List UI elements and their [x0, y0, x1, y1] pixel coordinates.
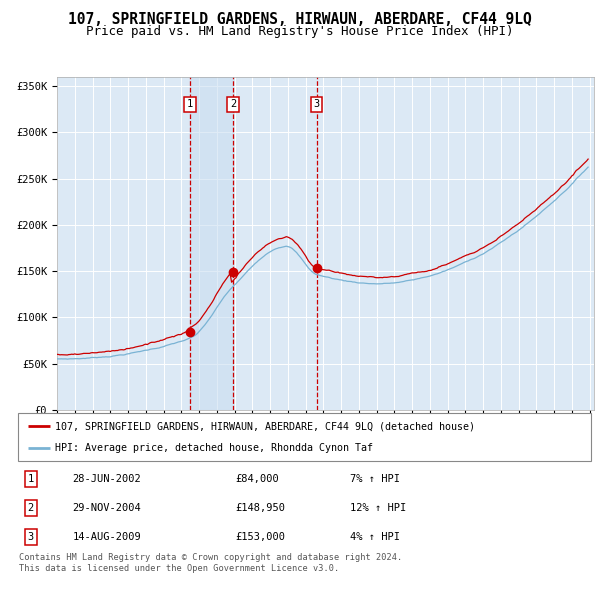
Text: Price paid vs. HM Land Registry's House Price Index (HPI): Price paid vs. HM Land Registry's House …: [86, 25, 514, 38]
Text: 14-AUG-2009: 14-AUG-2009: [73, 532, 141, 542]
Text: 28-JUN-2002: 28-JUN-2002: [73, 474, 141, 484]
Text: 2: 2: [28, 503, 34, 513]
Text: 12% ↑ HPI: 12% ↑ HPI: [350, 503, 407, 513]
Text: 3: 3: [28, 532, 34, 542]
Text: 29-NOV-2004: 29-NOV-2004: [73, 503, 141, 513]
Text: 1: 1: [187, 100, 193, 110]
Text: HPI: Average price, detached house, Rhondda Cynon Taf: HPI: Average price, detached house, Rhon…: [55, 443, 373, 453]
Text: £153,000: £153,000: [236, 532, 286, 542]
Text: 3: 3: [313, 100, 320, 110]
Text: £84,000: £84,000: [236, 474, 280, 484]
Text: Contains HM Land Registry data © Crown copyright and database right 2024.
This d: Contains HM Land Registry data © Crown c…: [19, 553, 403, 573]
Text: 2: 2: [230, 100, 236, 110]
Text: 4% ↑ HPI: 4% ↑ HPI: [350, 532, 400, 542]
Bar: [190, 77, 233, 410]
FancyBboxPatch shape: [18, 413, 591, 461]
Text: 107, SPRINGFIELD GARDENS, HIRWAUN, ABERDARE, CF44 9LQ: 107, SPRINGFIELD GARDENS, HIRWAUN, ABERD…: [68, 12, 532, 27]
Text: 7% ↑ HPI: 7% ↑ HPI: [350, 474, 400, 484]
Text: £148,950: £148,950: [236, 503, 286, 513]
Text: 107, SPRINGFIELD GARDENS, HIRWAUN, ABERDARE, CF44 9LQ (detached house): 107, SPRINGFIELD GARDENS, HIRWAUN, ABERD…: [55, 421, 475, 431]
Text: 1: 1: [28, 474, 34, 484]
